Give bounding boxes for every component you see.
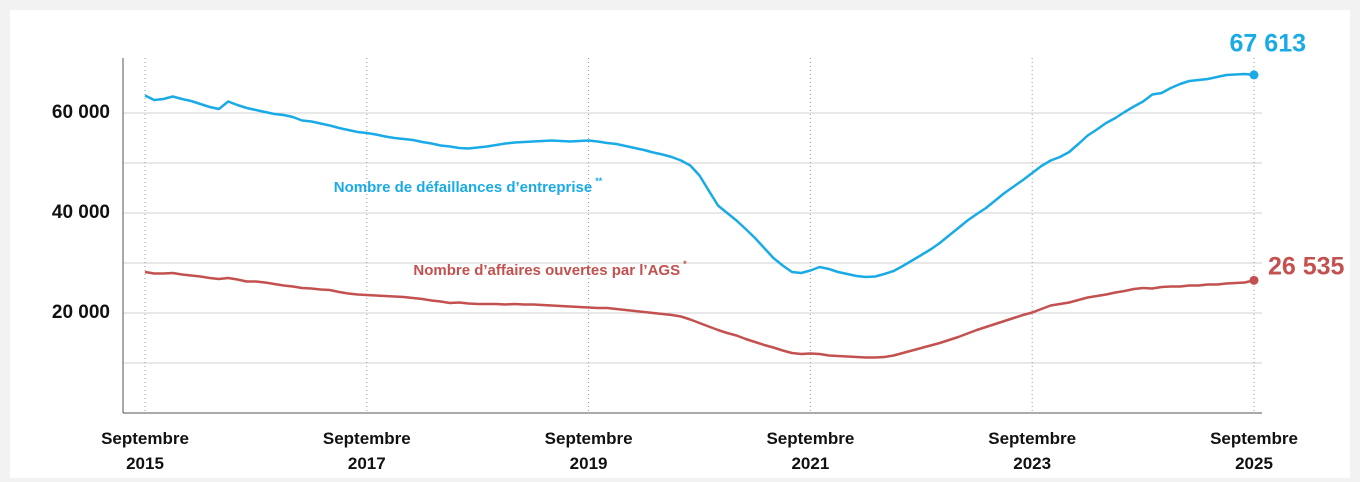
- x-tick-label: Septembre 2023: [988, 429, 1077, 473]
- series-label: Nombre d’affaires ouvertes par l’AGS *: [413, 259, 687, 279]
- end-value-label: 67 613: [1230, 30, 1306, 58]
- x-tick-label: Septembre 2021: [766, 429, 855, 473]
- y-tick-label: 60 000: [52, 102, 110, 123]
- end-value-label: 26 535: [1268, 253, 1345, 281]
- y-tick-label: 40 000: [52, 202, 110, 223]
- x-tick-label: Septembre 2017: [322, 429, 411, 473]
- series-line: [144, 270, 1255, 359]
- end-point: [1249, 275, 1259, 285]
- y-tick-label: 20 000: [52, 302, 110, 323]
- series-label: Nombre de défaillances d’entreprise **: [334, 176, 603, 196]
- end-point: [1249, 70, 1259, 80]
- series-line: [144, 72, 1255, 279]
- panel: [10, 10, 1350, 478]
- series-name: Nombre d’affaires ouvertes par l’AGS: [413, 262, 680, 279]
- x-tick-label: Septembre 2025: [1210, 429, 1298, 473]
- series-name: Nombre de défaillances d’entreprise: [334, 179, 592, 196]
- x-tick-label: Septembre 2019: [544, 429, 633, 473]
- series-note: *: [683, 259, 687, 269]
- x-tick-label: Septembre 2015: [101, 429, 189, 473]
- series-note: **: [595, 176, 603, 186]
